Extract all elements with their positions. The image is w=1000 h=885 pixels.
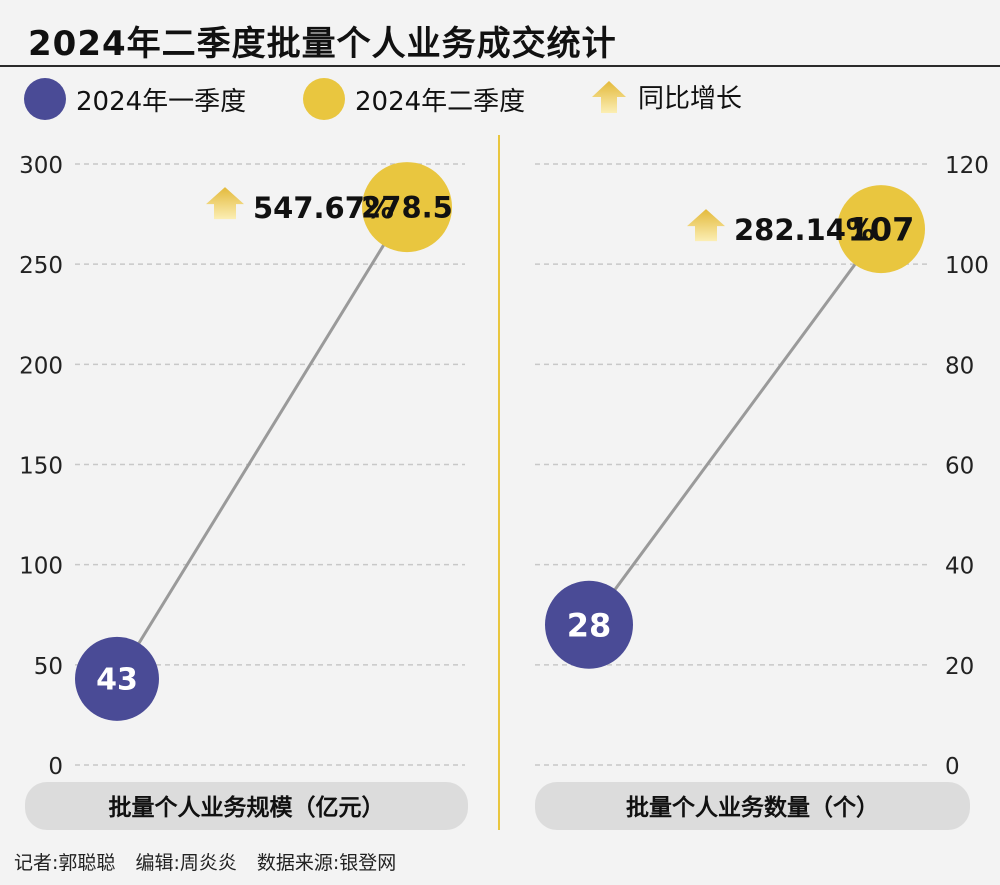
point-q1 [75, 636, 159, 721]
legend-item-q2: 2024年二季度 [303, 78, 525, 120]
data-label-q1: 28 [567, 606, 612, 644]
legend-label-q1: 2024年一季度 [76, 86, 247, 117]
up-arrow-icon [206, 187, 244, 220]
y-tick-label: 40 [945, 554, 974, 580]
series-line [115, 206, 409, 680]
x-axis-label-band [535, 782, 970, 830]
page-title: 2024年二季度批量个人业务成交统计 [28, 24, 617, 64]
y-tick-label: 100 [945, 253, 989, 279]
y-tick-label: 60 [945, 454, 974, 480]
point-q1 [545, 580, 633, 669]
y-tick-label: 300 [19, 153, 63, 179]
legend-swatch-q1 [24, 78, 66, 120]
point-q2 [362, 162, 452, 253]
legend-swatch-q2 [303, 78, 345, 120]
x-axis-label-band [25, 782, 468, 830]
legend: 2024年一季度 2024年二季度 同比增长 [0, 78, 1000, 122]
up-arrow-icon [592, 80, 626, 113]
title-rule [0, 65, 1000, 67]
legend-label-q2: 2024年二季度 [355, 86, 526, 117]
y-tick-label: 250 [19, 253, 63, 279]
y-tick-label: 120 [945, 153, 989, 179]
footer-editor: 编辑:周炎炎 [135, 852, 237, 874]
growth-label: 547.67% [253, 191, 394, 225]
y-tick-label: 100 [19, 554, 63, 580]
legend-item-q1: 2024年一季度 [24, 78, 246, 120]
x-axis-label: 批量个人业务规模（亿元） [109, 794, 385, 821]
x-axis-label: 批量个人业务数量（个） [626, 794, 879, 821]
legend-label-growth: 同比增长 [638, 84, 743, 114]
footer: 记者:郭聪聪 编辑:周炎炎 数据来源:银登网 [14, 848, 410, 875]
legend-item-growth: 同比增长 [590, 78, 742, 115]
data-label-q2: 107 [848, 211, 915, 249]
y-tick-label: 20 [945, 654, 974, 680]
growth-label: 282.14% [734, 213, 875, 247]
y-tick-label: 50 [34, 654, 63, 680]
footer-reporter: 记者:郭聪聪 [14, 852, 116, 874]
footer-source: 数据来源:银登网 [256, 852, 397, 874]
y-tick-label: 0 [945, 754, 960, 780]
series-line [587, 228, 883, 626]
y-tick-label: 0 [48, 754, 63, 780]
data-label-q1: 43 [96, 663, 138, 698]
y-tick-label: 150 [19, 454, 63, 480]
point-q2 [837, 185, 925, 274]
y-tick-label: 80 [945, 353, 974, 379]
data-label-q2: 278.5 [361, 191, 453, 225]
up-arrow-icon [687, 209, 725, 242]
y-tick-label: 200 [19, 353, 63, 379]
